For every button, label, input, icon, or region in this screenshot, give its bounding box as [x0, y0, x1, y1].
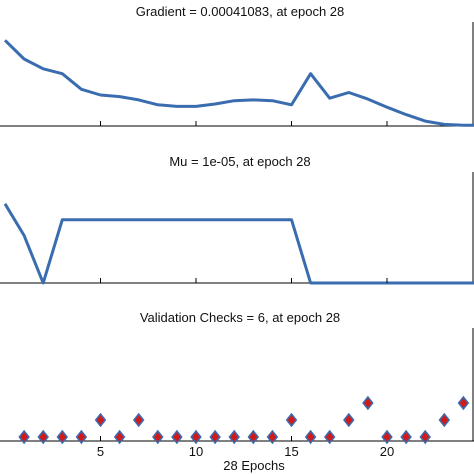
validation-point: [171, 429, 183, 445]
validation-point: [285, 412, 298, 428]
validation-point: [228, 429, 240, 445]
validation-point: [94, 412, 107, 428]
validation-point: [75, 429, 88, 445]
validation-point: [457, 395, 470, 411]
validation-point: [113, 429, 126, 445]
x-tick-label: 10: [189, 444, 203, 459]
validation-points: [18, 395, 470, 445]
gradient-x-ticks: [100, 121, 388, 126]
validation-point: [419, 429, 431, 445]
mu-series-line: [3, 203, 474, 285]
validation-point: [190, 429, 202, 445]
validation-point: [381, 429, 393, 445]
gradient-panel: Gradient = 0.00041083, at epoch 28: [0, 4, 474, 127]
validation-x-label: 28 Epochs: [223, 458, 285, 473]
validation-point: [56, 429, 69, 445]
validation-point: [152, 429, 164, 445]
validation-point: [323, 429, 336, 445]
gradient-series-line: [3, 39, 474, 127]
mu-panel: Mu = 1e-05, at epoch 28: [0, 154, 474, 285]
validation-title: Validation Checks = 6, at epoch 28: [140, 310, 340, 325]
validation-point: [247, 429, 260, 445]
validation-point: [209, 429, 221, 445]
mu-x-ticks: [100, 278, 388, 283]
gradient-title: Gradient = 0.00041083, at epoch 28: [136, 4, 345, 19]
validation-x-tick-labels: 510152025: [97, 444, 394, 459]
validation-point: [37, 429, 49, 445]
validation-point: [132, 412, 145, 428]
validation-point: [362, 395, 374, 411]
validation-point: [400, 429, 412, 445]
x-tick-label: 15: [284, 444, 298, 459]
validation-point: [266, 429, 279, 445]
validation-point: [438, 412, 451, 428]
validation-point: [18, 429, 30, 445]
x-tick-label: 5: [97, 444, 104, 459]
mu-title: Mu = 1e-05, at epoch 28: [169, 154, 310, 169]
x-tick-label: 20: [380, 444, 394, 459]
validation-point: [343, 412, 355, 428]
validation-point: [304, 429, 317, 445]
validation-panel: Validation Checks = 6, at epoch 28 5 10 15…: [0, 310, 474, 473]
